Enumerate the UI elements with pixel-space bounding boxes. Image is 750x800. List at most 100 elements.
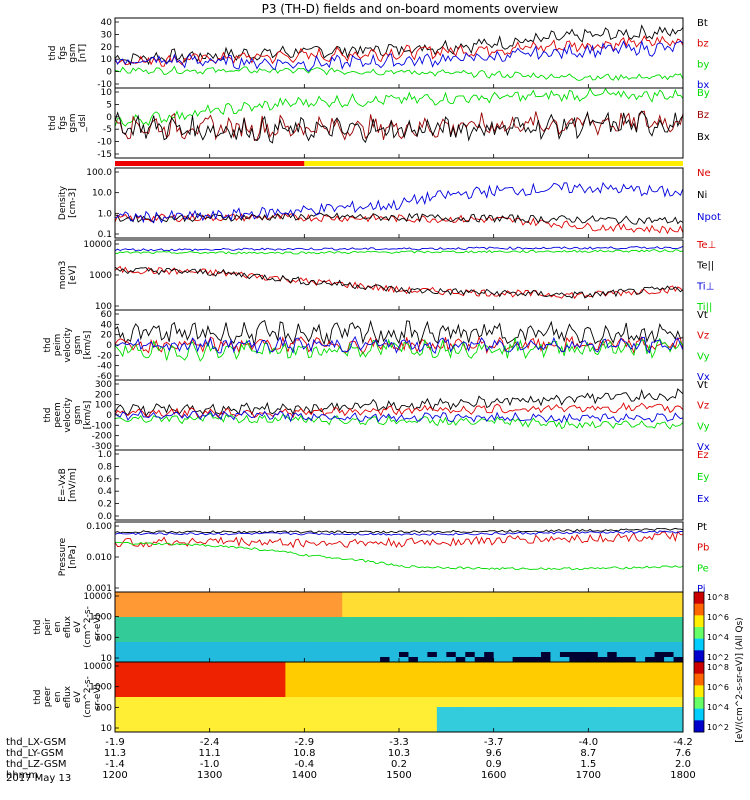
heatmap-cell: [455, 652, 466, 658]
heatmap-cell: [597, 657, 608, 663]
y-tick-label: 0.1: [98, 230, 112, 240]
heatmap-cell: [559, 657, 570, 663]
heatmap-cell: [285, 637, 296, 643]
heatmap-cell: [219, 607, 230, 613]
heatmap-cell: [417, 672, 428, 678]
y-label-line: thd: [43, 408, 53, 423]
heatmap-cell: [228, 637, 239, 643]
heatmap-cell: [664, 612, 675, 618]
heatmap-cell: [209, 622, 220, 628]
heatmap-cell: [455, 727, 466, 733]
heatmap-cell: [275, 607, 286, 613]
heatmap-cell: [294, 607, 305, 613]
heatmap-cell: [550, 642, 561, 648]
heatmap-cell: [323, 632, 334, 638]
heatmap-cell: [370, 592, 381, 598]
heatmap-cell: [190, 602, 201, 608]
heatmap-cell: [512, 692, 523, 698]
heatmap-cell: [446, 592, 457, 598]
heatmap-cell: [607, 607, 618, 613]
heatmap-cell: [162, 592, 173, 598]
heatmap-cell: [559, 677, 570, 683]
heatmap-cell: [247, 627, 258, 633]
heatmap-cell: [626, 647, 637, 653]
heatmap-cell: [370, 682, 381, 688]
heatmap-cell: [578, 622, 589, 628]
heatmap-cell: [332, 622, 343, 628]
heatmap-cell: [285, 697, 296, 703]
heatmap-cell: [133, 637, 144, 643]
heatmap-cell: [408, 702, 419, 708]
heatmap-cell: [569, 722, 580, 728]
heatmap-cell: [455, 672, 466, 678]
heatmap-cell: [664, 617, 675, 623]
heatmap-cell: [294, 682, 305, 688]
heatmap-cell: [522, 717, 533, 723]
heatmap-cell: [427, 647, 438, 653]
heatmap-cell: [654, 667, 665, 673]
heatmap-cell: [635, 652, 646, 658]
heatmap-cell: [654, 592, 665, 598]
heatmap-cell: [332, 687, 343, 693]
heatmap-cell: [616, 677, 627, 683]
heatmap-cell: [152, 637, 163, 643]
heatmap-cell: [389, 657, 400, 663]
heatmap-cell: [200, 602, 211, 608]
heatmap-cell: [152, 597, 163, 603]
heatmap-cell: [446, 637, 457, 643]
heatmap-cell: [503, 622, 514, 628]
heatmap-cell: [228, 712, 239, 718]
heatmap-cell: [654, 677, 665, 683]
heatmap-cell: [484, 662, 495, 668]
heatmap-cell: [645, 702, 656, 708]
heatmap-cell: [465, 592, 476, 598]
heatmap-cell: [133, 647, 144, 653]
series-line: [114, 39, 684, 73]
heatmap-cell: [616, 607, 627, 613]
heatmap-cell: [597, 722, 608, 728]
heatmap-cell: [446, 687, 457, 693]
heatmap-cell: [588, 657, 599, 663]
heatmap-cell: [228, 627, 239, 633]
heatmap-cell: [427, 622, 438, 628]
legend-entry: Pe: [697, 563, 709, 574]
colorbar-tick: 10^6: [707, 613, 729, 622]
orbit-value: 10.3: [388, 748, 410, 759]
heatmap-cell: [115, 682, 125, 688]
heatmap-cell: [342, 692, 353, 698]
heatmap-cell: [313, 707, 324, 713]
heatmap-cell: [389, 622, 400, 628]
heatmap-cell: [446, 692, 457, 698]
series-line: [114, 319, 684, 346]
heatmap-cell: [512, 627, 523, 633]
heatmap-cell: [559, 727, 570, 733]
y-tick-label: -10: [97, 80, 112, 90]
heatmap-cell: [522, 642, 533, 648]
heatmap-cell: [474, 612, 485, 618]
heatmap-cell: [124, 627, 135, 633]
heatmap-cell: [597, 622, 608, 628]
legend-entry: Vy: [697, 421, 710, 432]
heatmap-cell: [190, 627, 201, 633]
heatmap-cell: [351, 642, 362, 648]
heatmap-cell: [654, 632, 665, 638]
heatmap-cell: [522, 612, 533, 618]
heatmap-cell: [200, 682, 211, 688]
y-label-line: gsm: [73, 335, 83, 354]
heatmap-cell: [569, 677, 580, 683]
heatmap-cell: [616, 632, 627, 638]
heatmap-cell: [588, 677, 599, 683]
heatmap-cell: [257, 722, 267, 728]
heatmap-cell: [152, 612, 163, 618]
heatmap-cell: [389, 697, 400, 703]
heatmap-cell: [332, 617, 343, 623]
heatmap-cell: [455, 697, 466, 703]
heatmap-cell: [399, 657, 409, 663]
heatmap-cell: [465, 632, 476, 638]
heatmap-cell: [380, 667, 391, 673]
heatmap-cell: [578, 617, 589, 623]
heatmap-cell: [588, 617, 599, 623]
heatmap-cell: [446, 682, 457, 688]
heatmap-cell: [645, 727, 656, 733]
heatmap-cell: [436, 592, 447, 598]
